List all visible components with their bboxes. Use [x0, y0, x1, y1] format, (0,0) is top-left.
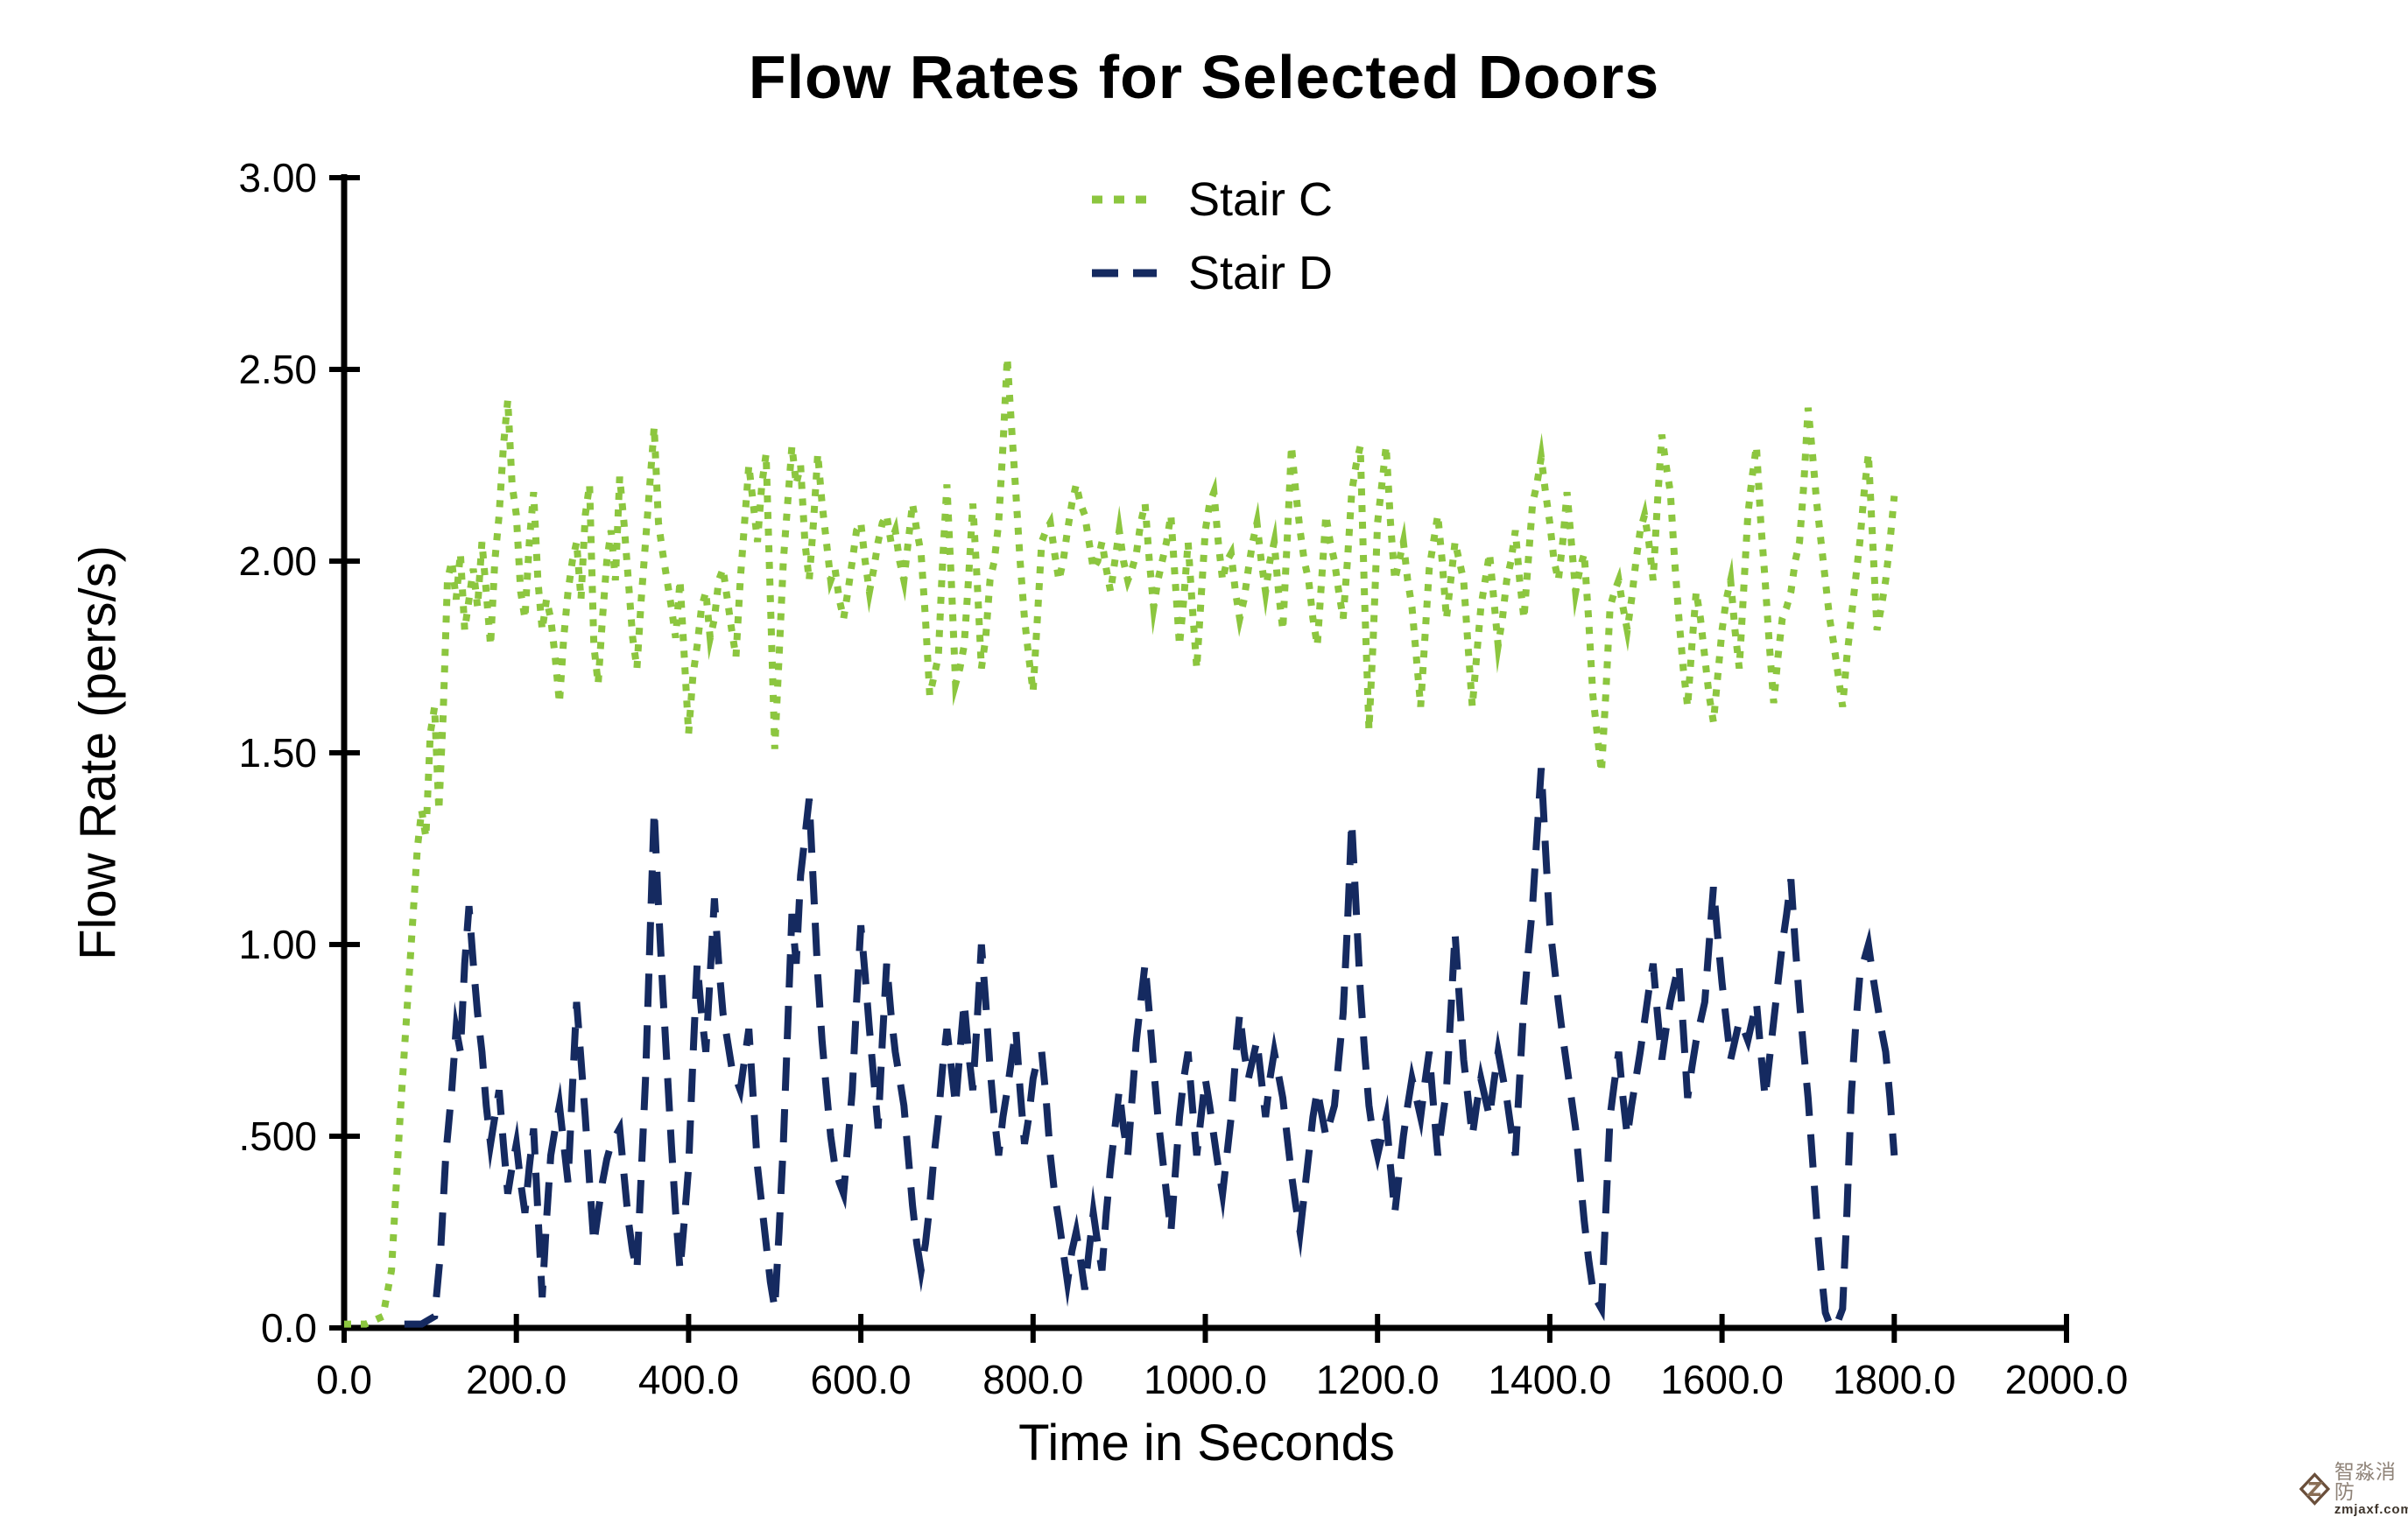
y-tick-label: 3.00 [238, 155, 317, 200]
x-tick-label: 0.0 [316, 1357, 372, 1402]
y-tick-label: 1.00 [238, 922, 317, 967]
y-tick-label: 1.50 [238, 730, 317, 776]
x-tick-label: 2000.0 [2005, 1357, 2129, 1402]
x-tick-label: 400.0 [638, 1357, 739, 1402]
x-axis-title: Time in Seconds [1018, 1415, 1395, 1471]
legend-label-stair-d: Stair D [1188, 247, 1334, 299]
x-tick-label: 600.0 [811, 1357, 912, 1402]
legend-label-stair-c: Stair C [1188, 173, 1334, 226]
x-tick-label: 1200.0 [1316, 1357, 1440, 1402]
chart-title: Flow Rates for Selected Doors [748, 43, 1660, 111]
x-tick-label: 200.0 [466, 1357, 567, 1402]
watermark-url: zmjaxf.com [2334, 1501, 2408, 1517]
tick-layer: 0.0 200.0 400.0 600.0 800.0 1000.0 1200.0 1400.… [238, 155, 2128, 1402]
watermark: 智淼消防 zmjaxf.com [2299, 1460, 2408, 1517]
watermark-company-name: 智淼消防 [2334, 1460, 2397, 1504]
y-tick-label: 0.0 [261, 1305, 317, 1351]
x-tick-label: 1000.0 [1144, 1357, 1267, 1402]
x-tick-label: 1800.0 [1833, 1357, 1956, 1402]
legend-line-dashed-icon [1092, 269, 1157, 277]
axes [341, 174, 2067, 1331]
legend-entry-stair-d: Stair D [1090, 236, 1333, 310]
y-tick-label: 2.50 [238, 347, 317, 392]
y-tick-label: 2.00 [238, 538, 317, 584]
legend-entry-stair-c: Stair C [1090, 163, 1333, 236]
series-line-stair-d [404, 768, 1898, 1334]
zhimiao-logo-icon [2299, 1472, 2330, 1506]
x-tick-label: 800.0 [982, 1357, 1083, 1402]
x-tick-label: 1400.0 [1489, 1357, 1612, 1402]
series-line-stair-c [344, 357, 1898, 1328]
legend: Stair C Stair D [1090, 163, 1333, 310]
y-tick-label: .500 [238, 1113, 317, 1159]
series-layer [344, 357, 1898, 1334]
x-tick-label: 1600.0 [1660, 1357, 1784, 1402]
legend-line-dotted-icon [1092, 195, 1157, 204]
